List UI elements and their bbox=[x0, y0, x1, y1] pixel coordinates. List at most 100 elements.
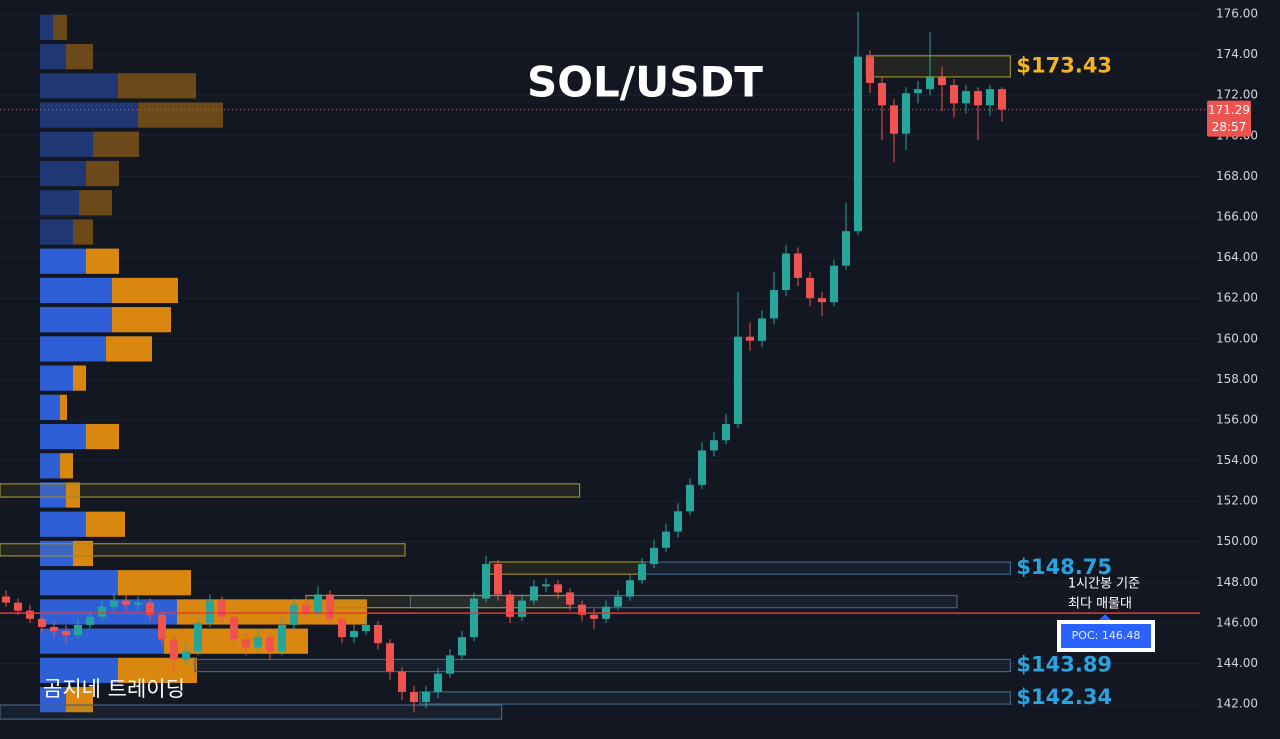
candle-body bbox=[314, 594, 322, 613]
candle-body bbox=[746, 336, 754, 341]
candle-body bbox=[338, 618, 346, 638]
poc-label: POC: 146.48 bbox=[1072, 629, 1141, 642]
candle-body bbox=[494, 564, 502, 595]
candle-body bbox=[962, 91, 970, 104]
profile-down-bar bbox=[66, 482, 80, 508]
candles bbox=[2, 11, 1006, 713]
profile-up-bar bbox=[40, 540, 73, 567]
y-tick-label: 152.00 bbox=[1216, 494, 1258, 508]
profile-down-bar bbox=[66, 687, 93, 713]
profile-down-bar bbox=[79, 190, 112, 216]
candle-body bbox=[662, 531, 670, 548]
candle-body bbox=[518, 600, 526, 617]
poc-pointer bbox=[1099, 614, 1111, 620]
zone-box bbox=[0, 483, 581, 498]
candle-body bbox=[530, 586, 538, 601]
profile-down-bar bbox=[73, 365, 86, 391]
profile-up-bar bbox=[40, 190, 79, 216]
y-tick-label: 164.00 bbox=[1216, 250, 1258, 264]
zone-label: $142.34 bbox=[1016, 685, 1112, 709]
candle-body bbox=[2, 596, 10, 603]
candle-body bbox=[698, 450, 706, 485]
y-tick-label: 160.00 bbox=[1216, 331, 1258, 345]
zone-box bbox=[194, 658, 1012, 673]
profile-down-bar bbox=[73, 219, 93, 245]
candle-body bbox=[842, 231, 850, 266]
profile-up-bar bbox=[40, 307, 112, 333]
candle-body bbox=[506, 594, 514, 617]
profile-up-bar bbox=[40, 131, 93, 157]
profile-up-bar bbox=[40, 599, 177, 625]
candle-body bbox=[986, 89, 994, 106]
profile-up-bar bbox=[40, 423, 86, 450]
profile-up-bar bbox=[40, 365, 73, 391]
candle-body bbox=[578, 604, 586, 615]
candle-body bbox=[950, 85, 958, 104]
candle-body bbox=[218, 600, 226, 617]
y-tick-label: 144.00 bbox=[1216, 656, 1258, 670]
zone-box bbox=[409, 594, 958, 609]
poc-box bbox=[1061, 624, 1151, 648]
profile-down-bar bbox=[86, 248, 119, 274]
candle-body bbox=[158, 614, 166, 640]
candle-body bbox=[62, 631, 70, 636]
profile-down-bar bbox=[86, 423, 119, 450]
profile-up-bar bbox=[40, 160, 86, 187]
candle-body bbox=[422, 691, 430, 703]
profile-down-bar bbox=[93, 131, 139, 157]
zone-box bbox=[419, 691, 1012, 705]
candle-body bbox=[398, 671, 406, 692]
candle-body bbox=[242, 639, 250, 648]
profile-up-bar bbox=[40, 628, 164, 654]
profile-down-bar bbox=[66, 44, 93, 70]
candle-body bbox=[770, 290, 778, 319]
zone-box bbox=[489, 561, 646, 575]
y-tick-label: 142.00 bbox=[1216, 697, 1258, 711]
profile-down-bar bbox=[86, 511, 125, 537]
candle-body bbox=[194, 622, 202, 652]
candle-body bbox=[938, 76, 946, 86]
y-tick-label: 162.00 bbox=[1216, 291, 1258, 305]
candle-body bbox=[926, 76, 934, 90]
candle-body bbox=[806, 277, 814, 299]
candle-body bbox=[626, 580, 634, 597]
profile-up-bar bbox=[40, 44, 66, 70]
profile-up-bar bbox=[40, 73, 118, 99]
candle-body bbox=[914, 89, 922, 94]
candle-body bbox=[98, 606, 106, 617]
y-tick-label: 174.00 bbox=[1216, 47, 1258, 61]
profile-down-bar bbox=[73, 540, 93, 567]
profile-down-bar bbox=[106, 336, 152, 362]
profile-down-bar bbox=[118, 73, 196, 99]
candle-body bbox=[50, 626, 58, 632]
candle-body bbox=[866, 56, 874, 84]
candle-body bbox=[590, 614, 598, 619]
candle-body bbox=[818, 298, 826, 303]
candle-body bbox=[350, 631, 358, 638]
candle-body bbox=[446, 655, 454, 674]
zone-label: $143.89 bbox=[1016, 653, 1112, 677]
candle-body bbox=[710, 440, 718, 451]
last-price-label: 171.29 bbox=[1208, 103, 1250, 117]
candle-body bbox=[254, 637, 262, 648]
profile-down-bar bbox=[118, 570, 191, 596]
y-tick-label: 166.00 bbox=[1216, 209, 1258, 223]
zone-label: $148.75 bbox=[1016, 555, 1112, 579]
profile-up-bar bbox=[40, 453, 60, 479]
candle-body bbox=[134, 602, 142, 605]
profile-down-bar bbox=[112, 277, 178, 304]
profile-up-bar bbox=[40, 219, 73, 245]
candle-body bbox=[302, 604, 310, 613]
zones: $173.43 $148.75 $143.89 $142.34 bbox=[0, 53, 1112, 720]
profile-down-bar bbox=[118, 657, 197, 684]
poc-note: 1시간봉 기준 bbox=[1068, 577, 1140, 592]
profile-up-bar bbox=[40, 394, 60, 420]
y-tick-label: 168.00 bbox=[1216, 169, 1258, 183]
candle-body bbox=[638, 564, 646, 581]
candle-body bbox=[758, 318, 766, 341]
y-tick-label: 158.00 bbox=[1216, 372, 1258, 386]
y-tick-label: 148.00 bbox=[1216, 575, 1258, 589]
zone-box bbox=[865, 55, 1012, 78]
candle-body bbox=[542, 584, 550, 587]
candle-body bbox=[650, 547, 658, 565]
